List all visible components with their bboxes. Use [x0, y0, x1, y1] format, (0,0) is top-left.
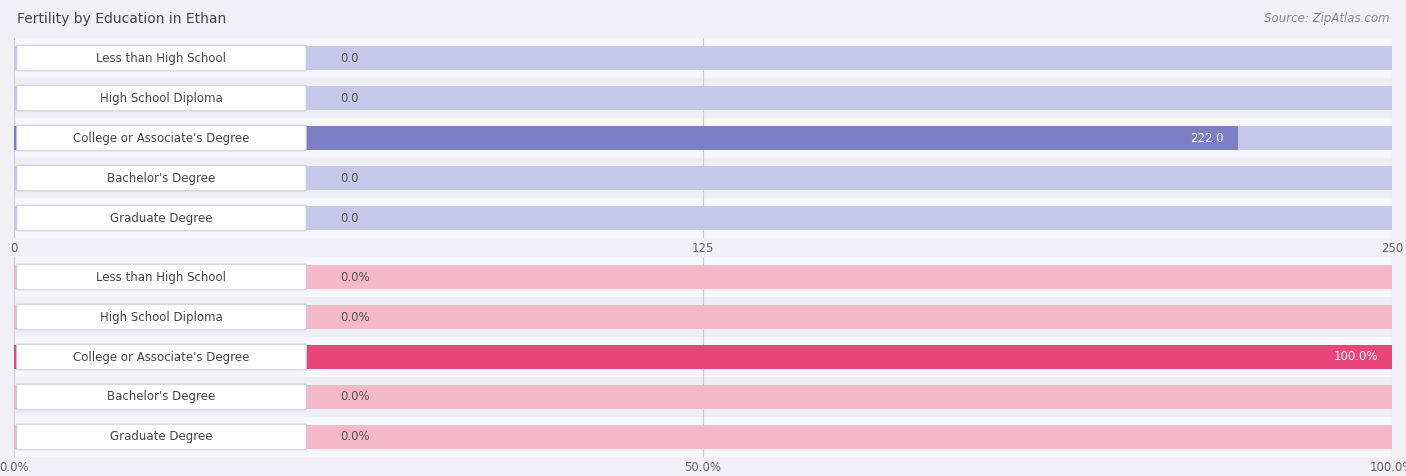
Bar — [14, 46, 1392, 70]
Text: Less than High School: Less than High School — [97, 51, 226, 65]
Text: 0.0%: 0.0% — [340, 270, 370, 284]
Text: 0.0%: 0.0% — [340, 310, 370, 324]
FancyBboxPatch shape — [17, 125, 307, 151]
Text: Bachelor's Degree: Bachelor's Degree — [107, 390, 215, 404]
FancyBboxPatch shape — [17, 165, 307, 191]
Text: 0.0: 0.0 — [340, 211, 359, 225]
FancyBboxPatch shape — [17, 85, 307, 111]
Bar — [14, 257, 1392, 297]
Text: 0.0: 0.0 — [340, 51, 359, 65]
Text: College or Associate's Degree: College or Associate's Degree — [73, 350, 250, 364]
Text: High School Diploma: High School Diploma — [100, 310, 224, 324]
Text: Graduate Degree: Graduate Degree — [110, 211, 212, 225]
Text: 0.0%: 0.0% — [340, 390, 370, 404]
Bar — [14, 118, 1392, 158]
Bar — [14, 297, 1392, 337]
Bar — [14, 385, 1392, 409]
Bar — [14, 78, 1392, 118]
FancyBboxPatch shape — [17, 45, 307, 71]
Bar — [14, 158, 1392, 198]
Bar — [14, 425, 1392, 449]
Bar — [14, 38, 1392, 78]
Text: College or Associate's Degree: College or Associate's Degree — [73, 131, 250, 145]
Text: 0.0%: 0.0% — [340, 430, 370, 444]
Bar — [14, 417, 1392, 457]
Text: 222.0: 222.0 — [1191, 131, 1223, 145]
Text: Bachelor's Degree: Bachelor's Degree — [107, 171, 215, 185]
Bar — [14, 86, 1392, 110]
Text: Fertility by Education in Ethan: Fertility by Education in Ethan — [17, 12, 226, 26]
Bar — [14, 345, 1392, 369]
Bar — [14, 265, 1392, 289]
Bar — [14, 377, 1392, 417]
Bar — [14, 166, 1392, 190]
Text: Graduate Degree: Graduate Degree — [110, 430, 212, 444]
Bar — [14, 337, 1392, 377]
FancyBboxPatch shape — [17, 384, 307, 410]
FancyBboxPatch shape — [17, 304, 307, 330]
Bar — [14, 206, 1392, 230]
Bar — [14, 126, 1237, 150]
Text: 0.0: 0.0 — [340, 171, 359, 185]
Text: Less than High School: Less than High School — [97, 270, 226, 284]
Bar — [14, 305, 1392, 329]
Text: Source: ZipAtlas.com: Source: ZipAtlas.com — [1264, 12, 1389, 25]
Bar — [14, 345, 1392, 369]
Text: 100.0%: 100.0% — [1334, 350, 1378, 364]
Bar — [14, 126, 1392, 150]
FancyBboxPatch shape — [17, 344, 307, 370]
FancyBboxPatch shape — [17, 264, 307, 290]
Text: 0.0: 0.0 — [340, 91, 359, 105]
Text: High School Diploma: High School Diploma — [100, 91, 224, 105]
Bar — [14, 198, 1392, 238]
FancyBboxPatch shape — [17, 424, 307, 450]
FancyBboxPatch shape — [17, 205, 307, 231]
